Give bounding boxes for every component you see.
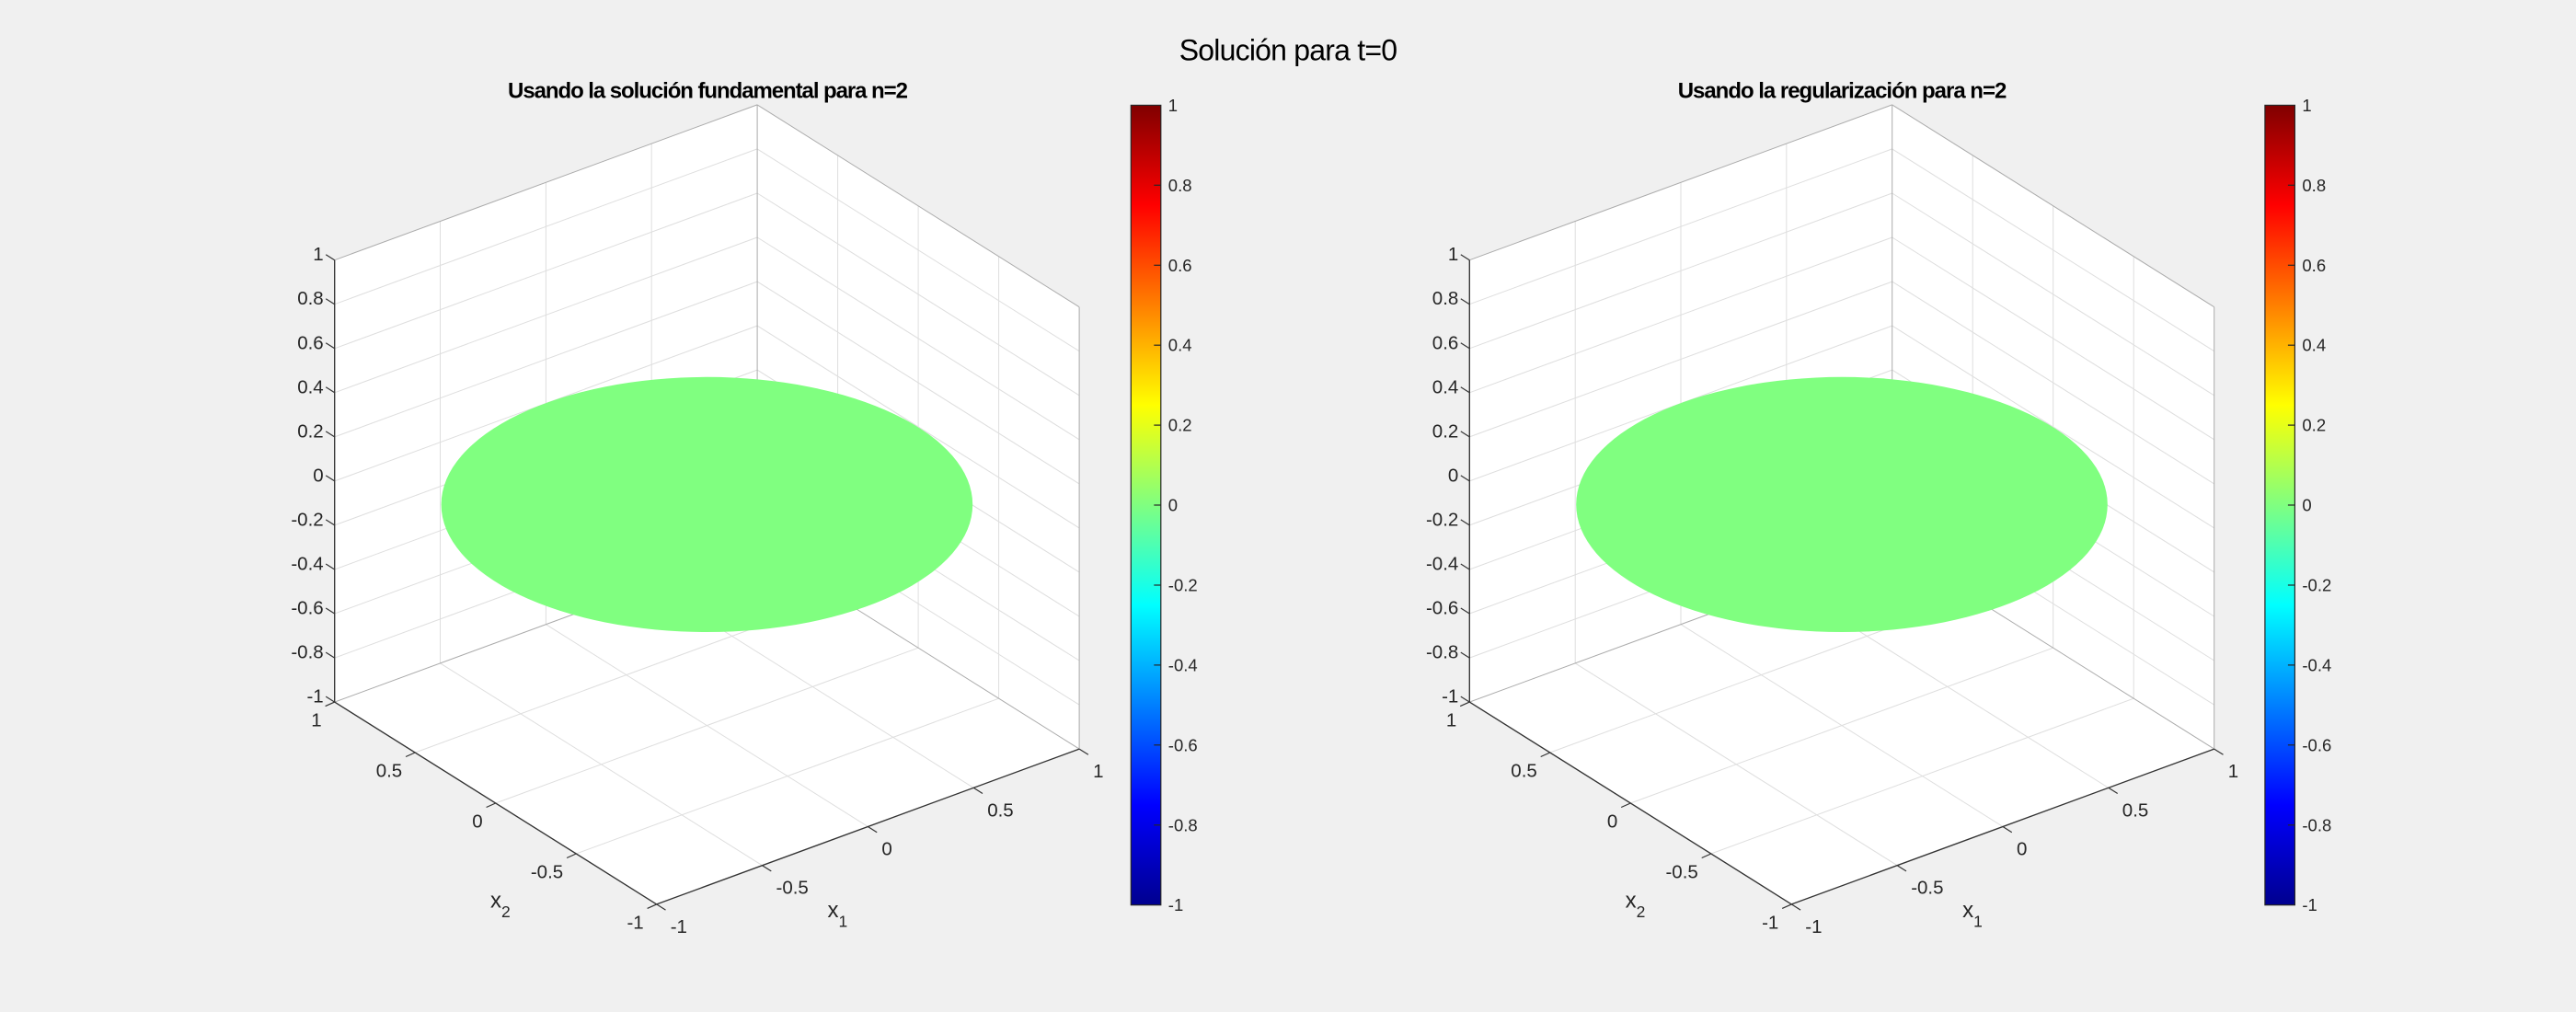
svg-text:-1: -1 [306, 686, 323, 707]
svg-text:1: 1 [1446, 710, 1456, 731]
svg-text:-1: -1 [671, 916, 687, 937]
svg-text:1: 1 [1448, 244, 1458, 265]
svg-text:-0.4: -0.4 [291, 554, 323, 575]
svg-text:0.8: 0.8 [1432, 288, 1459, 309]
svg-text:0: 0 [1168, 496, 1178, 515]
svg-text:0: 0 [472, 811, 482, 833]
svg-text:0.6: 0.6 [2302, 256, 2326, 275]
svg-text:0: 0 [313, 465, 323, 486]
svg-text:-0.5: -0.5 [531, 862, 563, 883]
svg-text:0.6: 0.6 [1168, 256, 1192, 275]
svg-text:-0.5: -0.5 [776, 878, 809, 899]
svg-text:0: 0 [1607, 811, 1617, 833]
svg-text:0.8: 0.8 [297, 288, 324, 309]
svg-text:0.5: 0.5 [1511, 761, 1537, 782]
svg-text:0.2: 0.2 [2302, 416, 2326, 435]
svg-text:-0.5: -0.5 [1911, 878, 1943, 899]
svg-text:0: 0 [1448, 465, 1458, 486]
svg-text:0.6: 0.6 [1432, 332, 1459, 353]
svg-text:-0.6: -0.6 [291, 598, 323, 619]
svg-text:1: 1 [313, 244, 323, 265]
svg-text:-1: -1 [627, 912, 643, 933]
svg-text:0.8: 0.8 [2302, 176, 2326, 195]
svg-text:1: 1 [311, 710, 321, 731]
svg-text:-0.8: -0.8 [2302, 815, 2331, 834]
svg-text:-0.2: -0.2 [1168, 576, 1198, 595]
svg-text:0.5: 0.5 [2122, 799, 2149, 821]
svg-text:-0.6: -0.6 [1168, 735, 1198, 754]
svg-text:0.2: 0.2 [297, 420, 324, 442]
svg-text:0.4: 0.4 [2302, 336, 2326, 355]
svg-text:Solución para t=0: Solución para t=0 [1179, 34, 1397, 67]
svg-text:-0.2: -0.2 [1426, 509, 1458, 530]
svg-text:-0.5: -0.5 [1665, 862, 1697, 883]
svg-text:0.4: 0.4 [297, 376, 324, 397]
svg-text:0.5: 0.5 [987, 799, 1014, 821]
svg-text:0: 0 [2302, 496, 2311, 515]
svg-text:-1: -1 [1442, 686, 1458, 707]
svg-text:-1: -1 [1805, 916, 1822, 937]
svg-text:0: 0 [881, 839, 891, 860]
svg-text:Usando la regularización para: Usando la regularización para n=2 [1678, 78, 2007, 103]
svg-text:-0.8: -0.8 [1426, 642, 1458, 663]
svg-text:-0.6: -0.6 [2302, 735, 2331, 754]
svg-text:0: 0 [2017, 839, 2027, 860]
svg-text:-0.4: -0.4 [2302, 655, 2331, 674]
svg-text:0.4: 0.4 [1432, 376, 1459, 397]
svg-text:-0.2: -0.2 [2302, 576, 2331, 595]
svg-text:0.4: 0.4 [1168, 336, 1192, 355]
svg-text:-1: -1 [1168, 895, 1183, 914]
svg-text:-0.8: -0.8 [291, 642, 323, 663]
svg-text:-1: -1 [1762, 912, 1778, 933]
svg-text:1: 1 [1168, 96, 1178, 115]
svg-text:-0.8: -0.8 [1168, 815, 1198, 834]
svg-text:-1: -1 [2302, 895, 2317, 914]
svg-text:1: 1 [2228, 761, 2238, 782]
svg-text:-0.4: -0.4 [1168, 655, 1198, 674]
svg-text:0.2: 0.2 [1168, 416, 1192, 435]
svg-text:0.6: 0.6 [297, 332, 324, 353]
svg-text:-0.4: -0.4 [1426, 554, 1458, 575]
svg-text:1: 1 [1093, 761, 1103, 782]
svg-text:0.5: 0.5 [376, 761, 403, 782]
svg-text:-0.2: -0.2 [291, 509, 323, 530]
svg-text:0.8: 0.8 [1168, 176, 1192, 195]
svg-text:-0.6: -0.6 [1426, 598, 1458, 619]
svg-text:0.2: 0.2 [1432, 420, 1459, 442]
svg-text:Usando la solución fundamental: Usando la solución fundamental para n=2 [508, 78, 908, 103]
svg-text:1: 1 [2302, 96, 2311, 115]
